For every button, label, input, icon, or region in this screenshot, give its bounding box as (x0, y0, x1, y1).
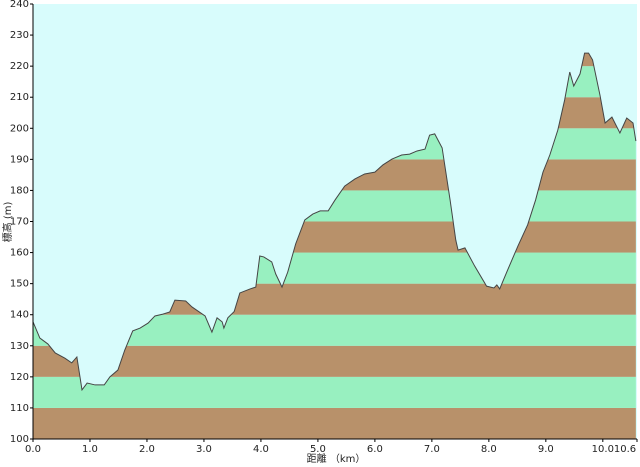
x-tick-label: 5.0 (310, 444, 326, 455)
x-axis-label: 距離 （km） (307, 452, 366, 465)
x-tick-label: 6.0 (367, 444, 383, 455)
y-tick-label: 180 (10, 185, 29, 196)
y-tick-label: 160 (10, 248, 29, 259)
x-tick-label: 2.0 (139, 444, 155, 455)
y-tick-label: 170 (10, 217, 29, 228)
x-tick-label: 10.6 (614, 444, 636, 455)
profile-line (32, 52, 637, 392)
x-tick-label: 3.0 (196, 444, 212, 455)
y-axis-label: 標高 (m) (1, 202, 14, 243)
x-tick-label: 4.0 (253, 444, 269, 455)
x-tick-label: 1.0 (82, 444, 98, 455)
y-tick-label: 210 (10, 92, 29, 103)
x-tick-label: 0.0 (25, 444, 41, 455)
y-tick-label: 120 (10, 372, 29, 383)
x-tick-label: 10.0 (592, 444, 614, 455)
y-tick-label: 230 (10, 30, 29, 41)
y-tick-label: 240 (10, 0, 29, 10)
elevation-band (33, 345, 636, 377)
y-tick-label: 130 (10, 341, 29, 352)
x-tick-label: 9.0 (538, 444, 554, 455)
y-tick-label: 190 (10, 154, 29, 165)
y-tick-label: 110 (10, 403, 29, 414)
y-tick-label: 200 (10, 123, 29, 134)
y-tick-label: 220 (10, 61, 29, 72)
x-tick-label: 8.0 (481, 444, 497, 455)
elevation-band (33, 407, 636, 439)
x-tick-label: 7.0 (424, 444, 440, 455)
y-tick-label: 100 (10, 434, 29, 445)
y-tick-label: 140 (10, 310, 29, 321)
elevation-band (33, 376, 636, 408)
y-tick-label: 150 (10, 279, 29, 290)
